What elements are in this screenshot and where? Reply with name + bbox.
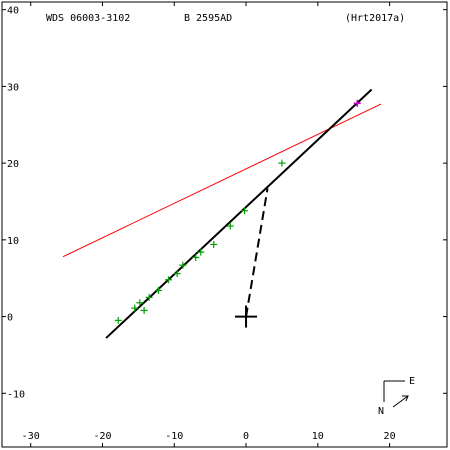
x-tick-label: -20 [93,431,111,442]
compass-east-label: E [409,376,415,387]
observation-point [131,304,139,312]
observation-point [210,240,218,248]
observation-point [192,253,200,261]
x-tick-label: -30 [22,431,40,442]
orbit-fit-line [105,88,373,339]
primary-star-marker [235,305,258,328]
x-tick-label: 0 [243,431,249,442]
y-tick-label: 40 [7,6,19,17]
observation-point [278,159,286,167]
observation-point [165,276,173,284]
observation-point [136,299,144,307]
latest-observation-point [353,99,361,107]
motion-arrowhead-icon [402,395,409,402]
y-tick-label: 0 [7,313,13,324]
observation-point [173,270,181,278]
x-tick-label: 10 [312,431,324,442]
compass-north-label: N [378,406,384,417]
y-tick-label: 10 [7,236,19,247]
observation-point [226,222,234,230]
observation-point [114,316,122,324]
observation-points [114,99,361,328]
observation-point [197,248,205,256]
x-tick-label: -10 [165,431,183,442]
object-title: WDS 06003-3102 [46,13,130,24]
motion-arrow-icon [392,395,409,408]
reference-label: (Hrt2017a) [345,13,405,24]
dashed-connector-line [245,188,269,317]
observation-point [179,261,187,269]
observation-point [154,286,162,294]
observation-point [145,293,153,301]
observation-point [241,207,249,215]
compass-rose: E N [378,376,415,417]
y-tick-label: 20 [7,159,19,170]
x-tick-label: 20 [384,431,396,442]
component-label: B 2595AD [184,13,232,24]
fit-lines [62,88,382,339]
axis-ticks: -30 -20 -10 0 10 20 -10 0 10 20 30 40 [2,2,447,447]
y-tick-label: 30 [7,82,19,93]
observation-point [140,306,148,314]
y-tick-label: -10 [7,389,25,400]
